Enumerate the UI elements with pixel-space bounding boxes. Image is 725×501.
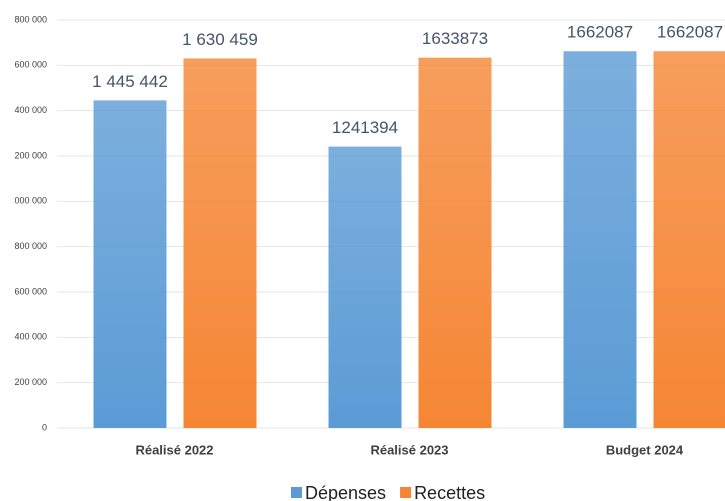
data-label: 1 445 442 xyxy=(92,72,168,91)
y-tick-label: 600 000 xyxy=(14,286,47,296)
y-tick-label: 800 000 xyxy=(14,14,47,24)
y-tick-label: 600 000 xyxy=(14,60,47,70)
x-tick-label: Réalisé 2023 xyxy=(370,442,448,457)
data-label: 1662087 xyxy=(657,23,723,42)
bar xyxy=(418,57,492,428)
legend-label: Dépenses xyxy=(305,483,386,501)
data-label: 1662087 xyxy=(567,23,633,42)
bar xyxy=(653,51,725,428)
bar xyxy=(93,100,167,428)
legend-label: Recettes xyxy=(414,483,485,501)
y-tick-label: 200 000 xyxy=(14,150,47,160)
x-tick-label: Budget 2024 xyxy=(606,442,684,457)
bar xyxy=(563,51,637,428)
y-tick-label: 400 000 xyxy=(14,105,47,115)
y-tick-label: 000 000 xyxy=(14,196,47,206)
y-tick-label: 800 000 xyxy=(14,241,47,251)
data-label: 1633873 xyxy=(422,29,488,48)
legend-swatch xyxy=(400,487,412,498)
y-tick-label: 200 000 xyxy=(14,377,47,387)
x-tick-label: Réalisé 2022 xyxy=(135,442,213,457)
data-label: 1241394 xyxy=(332,118,398,137)
bar xyxy=(183,58,257,429)
bar xyxy=(328,146,402,428)
y-tick-label: 0 xyxy=(42,422,47,432)
data-label: 1 630 459 xyxy=(182,30,258,49)
legend-swatch xyxy=(291,487,302,498)
y-tick-label: 400 000 xyxy=(14,332,47,342)
